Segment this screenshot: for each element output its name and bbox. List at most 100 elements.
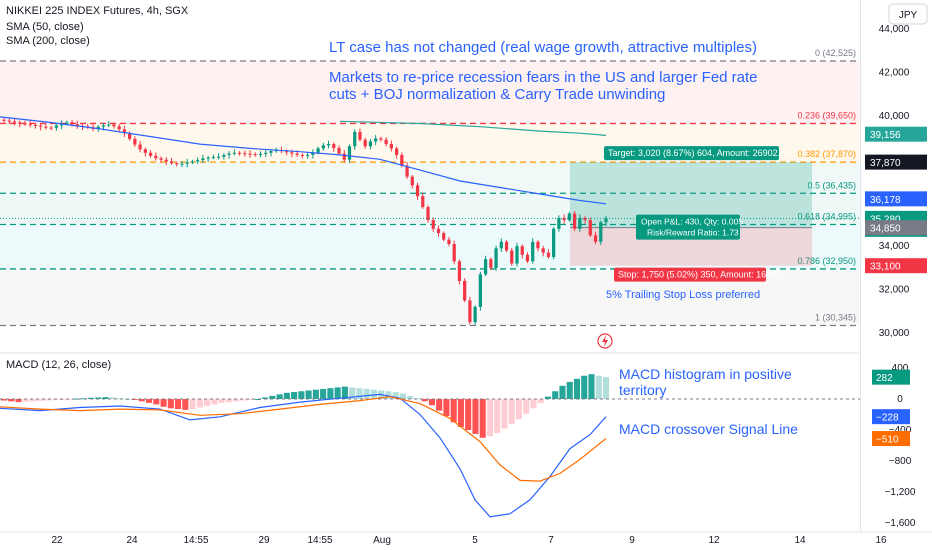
candle-body [18, 122, 22, 124]
candle-body [258, 153, 263, 155]
sma50-legend[interactable]: SMA (50, close) [6, 21, 84, 33]
price-axis[interactable]: 30,00032,00034,00036,00038,00040,00042,0… [865, 24, 927, 529]
candle-body [311, 152, 315, 155]
long-position-tool[interactable]: Target: 3,020 (8.67%) 604, Amount: 26902… [570, 146, 812, 282]
candle-body [504, 241, 509, 251]
macd-histogram-bar [153, 399, 160, 405]
macd-histogram-bar [233, 399, 240, 402]
symbol-title[interactable]: NIKKEI 225 INDEX Futures, 4h, SGX [6, 5, 189, 17]
annotation-macd-histogram-line1[interactable]: MACD histogram in positive [619, 366, 792, 382]
macd-histogram-bar [356, 388, 363, 399]
candle-body [431, 220, 435, 229]
macd-tick-label: −800 [889, 456, 912, 467]
candle-body [394, 148, 399, 155]
annotation-trailing-stop[interactable]: 5% Trailing Stop Loss preferred [606, 289, 760, 301]
macd-histogram-bar [0, 399, 8, 401]
candle-body [604, 218, 608, 223]
risk-reward-label: Risk/Reward Ratio: 1.73 [647, 228, 739, 238]
price-badge[interactable] [865, 258, 927, 274]
candle-body [185, 162, 189, 164]
time-axis[interactable]: 22 24 14:55 29 14:55 Aug 5 7 9 12 14 16 [51, 535, 887, 546]
candle-body [457, 261, 462, 281]
time-tick-label: 9 [629, 535, 635, 546]
macd-histogram-bar [262, 397, 269, 399]
macd-histogram-bar [29, 399, 37, 402]
fibonacci-retracement[interactable]: 0 (42,525) 0.236 (39,650) 0.382 (37,870) 0.… [0, 48, 860, 327]
macd-histogram-bar [211, 399, 218, 405]
candle-body [363, 139, 367, 147]
fib-level-label: 0.5 (36,435) [807, 180, 856, 190]
candle-body [583, 217, 587, 221]
annotation-macd-crossover[interactable]: MACD crossover Signal Line [619, 421, 798, 437]
candle-body [463, 280, 467, 301]
candle-body [384, 139, 388, 145]
macd-histogram-bar [573, 378, 581, 399]
candle-body [326, 144, 331, 146]
annotation-markets-line1[interactable]: Markets to re-price recession fears in t… [329, 69, 758, 86]
lightning-icon[interactable] [597, 333, 613, 349]
candle-body [557, 217, 561, 229]
candle-body [473, 306, 477, 323]
candle-body [358, 131, 362, 140]
candle-body [578, 217, 582, 229]
annotation-macd-histogram-line2[interactable]: territory [619, 382, 666, 398]
macd-badge-label: −510 [876, 435, 899, 446]
macd-histogram-bar [566, 381, 573, 399]
macd-histogram-bar [109, 397, 116, 399]
sma200-legend[interactable]: SMA (200, close) [6, 35, 90, 47]
macd-histogram-bar [182, 399, 189, 410]
target-label: Target: 3,020 (8.67%) 604, Amount: 26902… [608, 148, 790, 158]
candle-body [138, 144, 142, 150]
moving-averages [0, 116, 607, 205]
candle-body [148, 152, 153, 156]
macd-histogram-bar [218, 399, 225, 403]
candle-body [211, 157, 216, 159]
price-badge[interactable] [865, 154, 927, 170]
target-label-box[interactable] [604, 146, 779, 161]
candle-body [169, 161, 174, 164]
macd-histogram-bar [421, 399, 428, 402]
candle-body [525, 254, 530, 262]
macd-badge[interactable] [872, 409, 910, 425]
macd-tick-label: 0 [897, 394, 903, 405]
macd-tick-label: −1,600 [885, 518, 916, 529]
candle-body [70, 122, 74, 125]
macd-legend[interactable]: MACD (12, 26, close) [6, 359, 111, 371]
candle-body [368, 141, 373, 147]
candle-body [452, 243, 456, 262]
candle-body [489, 259, 493, 268]
price-badge[interactable] [865, 126, 927, 142]
candle-body [567, 213, 571, 221]
macd-histogram-bar [479, 399, 486, 438]
candle-body [442, 233, 446, 240]
candle-body [65, 122, 69, 124]
sma200-line [339, 120, 607, 136]
currency-button[interactable] [888, 3, 928, 25]
macd-histogram-bar [581, 375, 588, 399]
macd-pane[interactable] [0, 374, 860, 518]
time-tick-label: Aug [373, 535, 391, 546]
time-tick-label: 29 [258, 535, 270, 546]
candlestick-series [0, 118, 860, 326]
macd-histogram-bar [8, 399, 15, 402]
stop-label-box[interactable] [614, 267, 766, 282]
macd-badge[interactable] [872, 369, 910, 385]
candle-body [337, 147, 341, 154]
candle-body [379, 138, 383, 140]
macd-histogram-bar [334, 387, 341, 399]
macd-histogram-bar [544, 396, 552, 399]
macd-histogram-bar [22, 399, 29, 402]
price-badge[interactable] [865, 191, 927, 207]
annotation-markets-line2[interactable]: cuts + BOJ normalization & Carry Trade u… [329, 86, 665, 103]
price-tick-label: 42,000 [879, 67, 910, 78]
candle-body [180, 163, 184, 165]
candle-body [536, 241, 540, 249]
candle-body [342, 153, 346, 160]
open-pl-box[interactable] [636, 214, 740, 240]
annotation-lt-case[interactable]: LT case has not changed (real wage growt… [329, 39, 757, 56]
candle-body [49, 127, 53, 129]
price-badge[interactable] [865, 220, 927, 236]
price-badge-label: 36,178 [870, 195, 901, 206]
macd-badge[interactable] [872, 431, 910, 447]
